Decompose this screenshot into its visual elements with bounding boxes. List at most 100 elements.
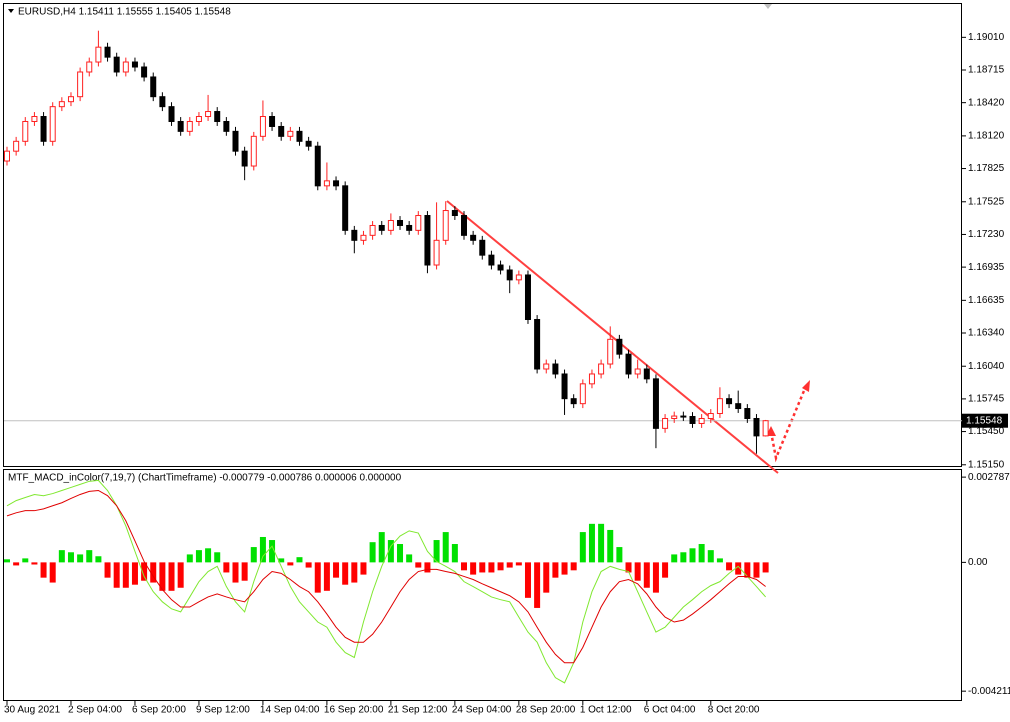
price-pane-frame <box>3 3 962 467</box>
candle-body <box>643 368 650 380</box>
histogram-bar <box>524 562 531 598</box>
candle-body <box>442 210 449 241</box>
candle-body <box>451 210 458 217</box>
histogram-bar <box>616 547 623 563</box>
projection-arrow <box>769 385 808 463</box>
candle-body <box>744 408 751 419</box>
candle-body <box>625 353 632 375</box>
candle-body <box>652 378 659 429</box>
candle-body <box>205 111 212 118</box>
histogram-bar <box>31 562 38 565</box>
current-price-label: 1.15548 <box>966 415 1003 426</box>
candle-body <box>753 417 760 437</box>
histogram-bar <box>579 532 586 563</box>
y-tick-label: 1.18420 <box>968 97 1005 108</box>
candle-body <box>369 224 376 236</box>
histogram-bar <box>442 532 449 563</box>
candle-body <box>168 106 175 122</box>
candle-body <box>67 96 74 103</box>
macd-title: MTF_MACD_inColor(7,19,7) (ChartTimeframe… <box>8 473 402 484</box>
histogram-bar <box>387 540 394 563</box>
candle-body <box>278 125 285 137</box>
histogram-bar <box>49 562 56 583</box>
candle-body <box>223 120 230 132</box>
histogram-bar <box>259 536 266 563</box>
candle-body <box>342 185 349 231</box>
histogram-bar <box>269 540 276 563</box>
macd-pane-frame <box>3 469 962 701</box>
histogram-bar <box>552 562 559 578</box>
histogram-bar <box>131 562 138 585</box>
candle-body <box>378 224 385 231</box>
histogram-bar <box>735 562 742 575</box>
candle-body <box>598 363 605 375</box>
histogram-bar <box>22 558 29 563</box>
candle-body <box>561 373 568 400</box>
candle-body <box>579 383 586 405</box>
histogram-bar <box>296 557 303 563</box>
histogram-bar <box>314 562 321 593</box>
histogram-bar <box>40 562 47 578</box>
candle-body <box>22 120 29 142</box>
histogram-bar <box>58 550 65 563</box>
histogram-bar <box>104 562 111 578</box>
candle-body <box>131 61 138 68</box>
candle-body <box>95 46 102 63</box>
histogram-bar <box>461 562 467 571</box>
y-tick-label: 1.15150 <box>968 459 1005 470</box>
macd-line <box>6 479 766 684</box>
histogram-bar <box>625 562 632 573</box>
y-tick-label: 1.17230 <box>968 229 1005 240</box>
candle-body <box>588 373 595 385</box>
candle-body <box>305 140 312 147</box>
histogram-bar <box>561 562 568 575</box>
x-tick-label: 21 Sep 12:00 <box>388 705 448 716</box>
y-tick-label: -0.004211 <box>968 686 1010 697</box>
y-tick-label: 1.17825 <box>968 163 1005 174</box>
candle-body <box>186 120 193 132</box>
candle-body <box>77 71 84 98</box>
x-tick-label: 8 Oct 20:00 <box>708 705 760 716</box>
candle-body <box>314 145 321 187</box>
histogram-bar <box>433 540 440 563</box>
candle-body <box>58 101 65 108</box>
histogram-bar <box>177 562 184 588</box>
histogram-bar <box>113 562 120 588</box>
candle-body <box>735 403 742 410</box>
candle-body <box>515 274 522 281</box>
histogram-bar <box>351 562 358 583</box>
y-tick-label: 1.15745 <box>968 394 1005 405</box>
candle-body <box>49 106 56 142</box>
histogram-bar <box>378 532 385 563</box>
candle-body <box>4 150 10 162</box>
histogram-bar <box>662 562 669 578</box>
histogram-bar <box>570 562 577 571</box>
current-price-box <box>962 413 1008 428</box>
candle-body <box>552 363 559 375</box>
y-tick-label: 1.18715 <box>968 65 1005 76</box>
candle-body <box>570 398 577 405</box>
histogram-bar <box>95 556 102 563</box>
histogram-bar <box>333 562 340 578</box>
candle-body <box>607 338 614 365</box>
candle-body <box>333 180 340 187</box>
histogram-bar <box>488 562 495 573</box>
histogram-bar <box>186 554 193 563</box>
candle-body <box>113 56 120 73</box>
histogram-bar <box>506 562 513 568</box>
histogram-bar <box>534 562 541 608</box>
arrow-head <box>802 380 810 392</box>
histogram-bar <box>360 562 367 575</box>
histogram-bar <box>652 562 659 593</box>
candle-body <box>159 96 166 108</box>
candle-body <box>104 46 111 58</box>
trend-line <box>446 200 779 474</box>
candle-body <box>150 76 157 98</box>
histogram-bar <box>689 548 696 563</box>
candle-body <box>214 111 221 122</box>
histogram-bar <box>607 529 614 563</box>
candle-body <box>680 415 687 418</box>
candle-body <box>122 61 129 73</box>
